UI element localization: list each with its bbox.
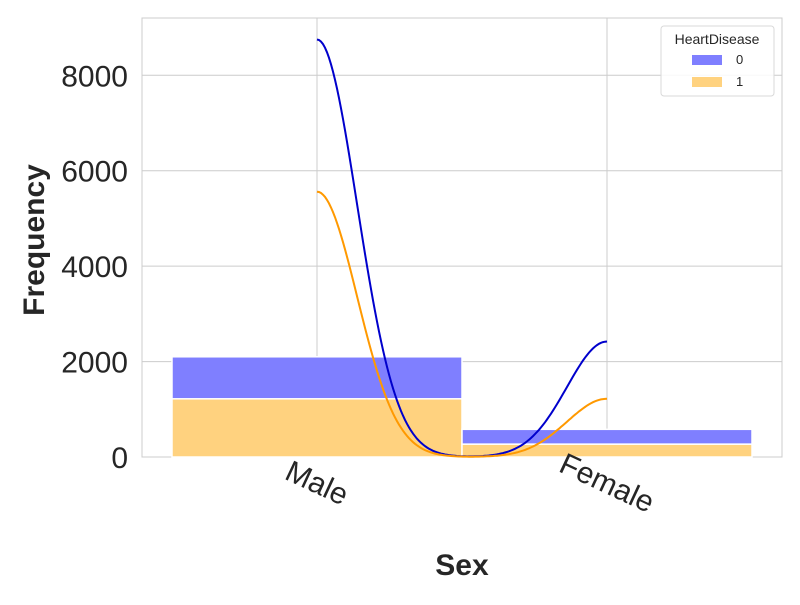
y-tick-label: 0 <box>111 442 128 475</box>
legend-swatch-1 <box>692 77 722 87</box>
kde-line <box>316 190 608 458</box>
legend-label-0: 0 <box>736 52 743 67</box>
y-axis-label: Frequency <box>18 164 51 316</box>
y-tick-label: 6000 <box>61 156 128 189</box>
x-tick-label: Male <box>280 455 353 512</box>
x-axis-label: Sex <box>435 549 489 582</box>
x-tick-label: Female <box>554 447 659 519</box>
y-tick-label: 4000 <box>61 251 128 284</box>
y-tick-label: 8000 <box>61 60 128 93</box>
legend-title: HeartDisease <box>675 31 760 47</box>
legend-label-1: 1 <box>736 74 743 89</box>
legend-swatch-0 <box>692 55 722 65</box>
bar <box>461 428 753 445</box>
bar <box>171 398 463 458</box>
bar <box>171 356 463 400</box>
y-tick-label: 2000 <box>61 347 128 380</box>
y-axis-ticks: 0 2000 4000 6000 8000 <box>61 60 128 475</box>
legend: HeartDisease 0 1 <box>660 25 775 97</box>
bars <box>171 356 753 458</box>
x-axis-ticks: Male Female <box>280 447 659 519</box>
kde-curves <box>316 38 608 458</box>
